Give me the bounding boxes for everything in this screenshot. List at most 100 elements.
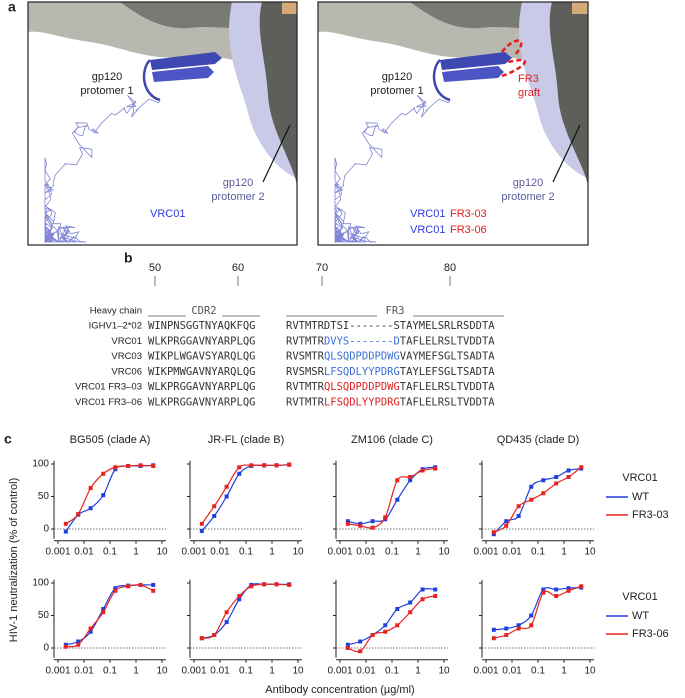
data-point	[566, 468, 571, 473]
x-tick-label: 1	[415, 665, 421, 676]
fit-curve	[201, 464, 290, 532]
data-point	[370, 633, 375, 637]
x-tick-label: 0.001	[181, 665, 206, 676]
data-point	[358, 649, 363, 654]
protomer-label: gp120	[513, 177, 544, 189]
x-tick-label: 0.01	[356, 665, 376, 676]
x-tick-label: 0.001	[45, 546, 70, 557]
x-tick-label: 10	[156, 546, 168, 557]
x-tick-label: 1	[415, 546, 421, 557]
data-point	[541, 587, 546, 592]
data-point	[113, 588, 118, 593]
data-point	[504, 626, 509, 631]
data-point	[237, 471, 242, 476]
data-point	[262, 582, 267, 587]
data-point	[88, 486, 93, 491]
data-point	[237, 597, 242, 602]
data-point	[516, 514, 521, 518]
x-axis-label: Antibody concentration (µg/ml)	[265, 684, 414, 696]
antibody-label: FR3-06	[450, 224, 487, 236]
chart-title: BG505 (clade A)	[70, 434, 151, 446]
data-point	[63, 529, 68, 534]
data-point	[491, 530, 496, 535]
sequence: RVTMTRDVYS-------DTAFLELRSLTVDDTA	[286, 335, 495, 347]
sequence: WLKPRGGAVNYARPLQG	[148, 397, 255, 409]
protomer-label: gp120	[92, 71, 123, 83]
data-point	[420, 468, 425, 473]
x-tick-label: 0.1	[103, 546, 117, 557]
data-point	[237, 594, 242, 598]
sequence: RVTMTRDTSI-------STAYMELSRLRSDDTA	[286, 320, 495, 332]
data-point	[541, 491, 546, 496]
data-point	[504, 633, 509, 637]
data-point	[113, 586, 118, 591]
y-tick-label: 0	[43, 643, 49, 654]
data-point	[224, 484, 229, 489]
structure-right	[318, 2, 588, 244]
data-point	[151, 588, 156, 593]
data-point	[554, 481, 559, 486]
data-point	[529, 497, 534, 502]
data-point	[224, 620, 229, 624]
data-point	[395, 623, 400, 628]
data-point	[433, 466, 438, 471]
position-number: 50	[149, 262, 161, 274]
sequence-segment: TAYLEFSGLTSADTA	[400, 366, 496, 378]
data-point	[395, 607, 400, 611]
fit-curve	[201, 583, 290, 639]
data-point	[237, 465, 242, 470]
sequence-segment: RVSMSR	[286, 366, 325, 378]
data-point	[126, 584, 131, 589]
sequence-name: VRC03	[111, 351, 142, 362]
data-point	[151, 582, 156, 587]
data-point	[287, 582, 292, 587]
data-point	[287, 462, 292, 467]
x-tick-label: 0.01	[74, 546, 94, 557]
data-point	[199, 528, 204, 533]
sequence-segment: RVTMTR	[286, 335, 325, 347]
y-tick-label: 50	[38, 610, 50, 621]
legend-label: WT	[632, 491, 649, 503]
data-point	[249, 463, 254, 468]
x-tick-label: 0.001	[45, 665, 70, 676]
data-point	[345, 646, 350, 650]
data-point	[138, 582, 143, 587]
antibody-label: VRC01	[150, 208, 185, 220]
data-point	[566, 475, 571, 479]
protomer-label: gp120	[223, 177, 254, 189]
x-tick-label: 0.1	[531, 665, 545, 676]
data-point	[88, 506, 93, 511]
data-point	[212, 514, 217, 518]
x-tick-label: 10	[438, 665, 450, 676]
x-tick-label: 10	[292, 546, 304, 557]
panel-frame	[27, 1, 298, 246]
antibody-label: FR3-03	[450, 208, 487, 220]
protomer-label: protomer 2	[501, 191, 554, 203]
x-tick-label: 0.001	[473, 546, 498, 557]
data-point	[529, 613, 534, 618]
antibody-label: VRC01	[410, 224, 445, 236]
data-point	[88, 629, 93, 634]
data-point	[274, 463, 279, 468]
x-tick-label: 0.001	[181, 546, 206, 557]
x-tick-label: 10	[156, 665, 168, 676]
x-tick-label: 1	[269, 546, 275, 557]
sequence-segment: LFSQDLYYPDRG	[324, 397, 400, 409]
data-point	[76, 639, 81, 644]
data-point	[138, 463, 143, 468]
data-point	[491, 627, 496, 632]
fit-curve	[347, 587, 436, 646]
position-number: 70	[316, 262, 328, 274]
data-point	[212, 504, 217, 509]
data-point	[383, 623, 388, 628]
chart-title: JR-FL (clade B)	[208, 434, 285, 446]
fit-curve	[347, 467, 436, 529]
data-point	[151, 463, 156, 468]
data-point	[63, 521, 68, 526]
data-point	[420, 587, 425, 592]
x-tick-label: 0.001	[327, 546, 352, 557]
legend-title: VRC01	[622, 591, 657, 603]
data-point	[408, 478, 413, 483]
legend-label: WT	[632, 610, 649, 622]
sequence-segment: TAFLELRSLTVDDTA	[400, 381, 496, 393]
